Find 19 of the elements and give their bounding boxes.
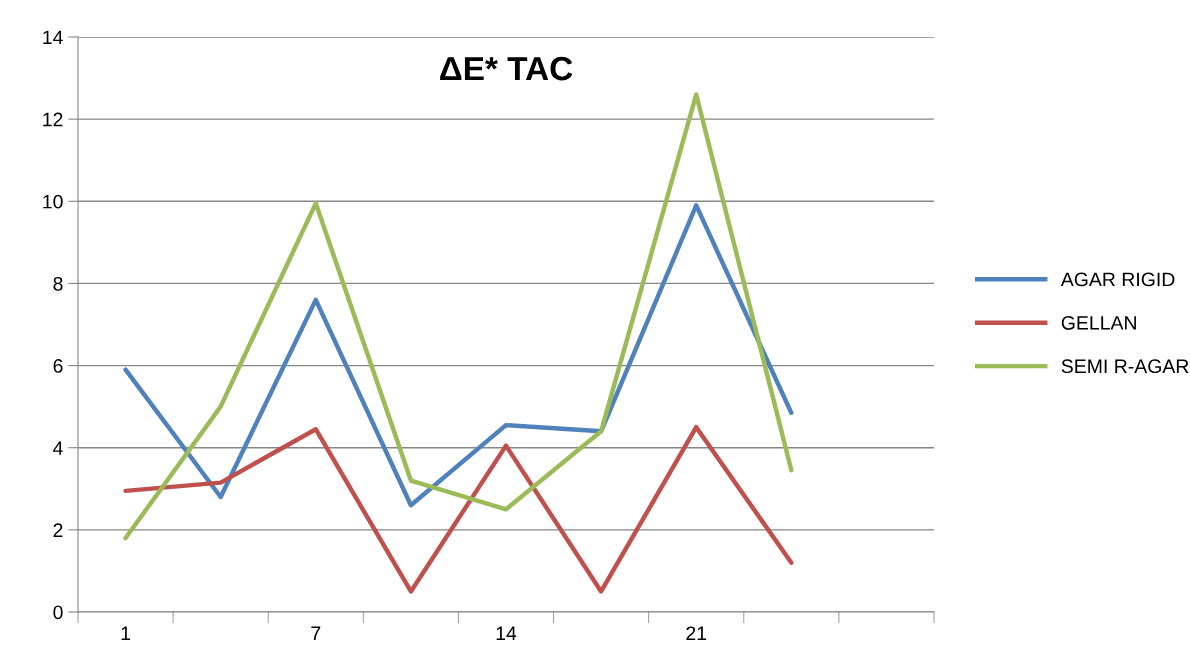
x-tick-label: 14	[496, 626, 517, 640]
y-tick-label: 0	[53, 605, 63, 620]
line-series	[123, 203, 794, 508]
x-tick-label: 1	[121, 626, 131, 640]
legend-label: GELLAN	[1061, 315, 1136, 330]
x-tick-label: 7	[311, 626, 321, 640]
line-series	[123, 92, 794, 541]
x-tick-label: 21	[686, 626, 707, 640]
y-tick-label: 12	[43, 112, 63, 127]
y-tick-label: 10	[43, 194, 63, 209]
legend-label: SEMI R-AGAR	[1061, 359, 1189, 374]
y-tick-label: 4	[53, 441, 63, 455]
y-tick-label: 6	[53, 359, 63, 373]
y-tick-label: 2	[53, 523, 63, 537]
legend-label: AGAR RIGID	[1060, 272, 1175, 287]
chart-title: ΔE* TAC	[440, 56, 573, 81]
y-tick-label: 8	[53, 276, 63, 291]
y-tick-label: 14	[43, 30, 63, 45]
line-series	[123, 424, 794, 594]
